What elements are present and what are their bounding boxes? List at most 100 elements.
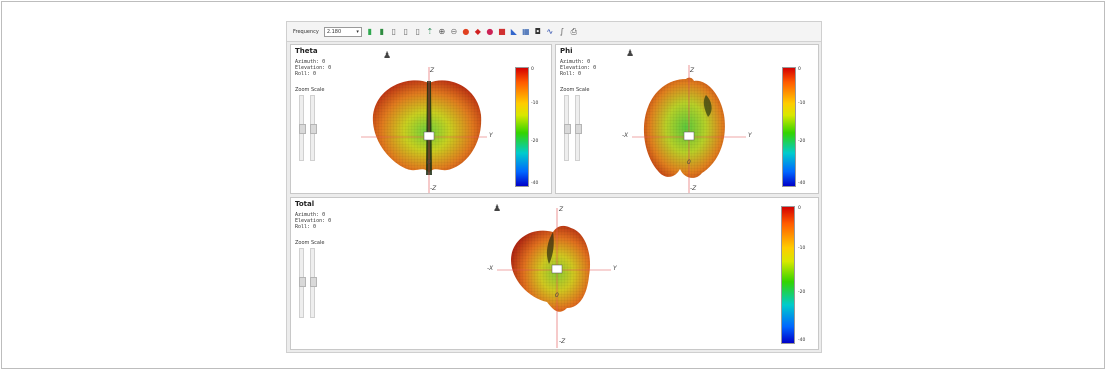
slider-knob[interactable] <box>299 124 306 134</box>
green-battery-alt-icon[interactable]: ▮ <box>379 26 385 36</box>
red-cone-icon[interactable]: ● <box>462 26 470 36</box>
slider-knob[interactable] <box>310 277 317 287</box>
colorbar-tick: -10 <box>798 246 806 251</box>
colorbar-tick: -20 <box>798 139 806 144</box>
orientation-person-icon: ♟ <box>626 49 635 59</box>
neg-z-axis-label: -Z <box>430 185 437 192</box>
orientation-readout: Azimuth: 0 Elevation: 0 Roll: 0 <box>295 59 331 77</box>
colorbar-tick: 0 <box>531 67 534 72</box>
y-axis-label: Y <box>489 132 493 139</box>
cube-icon[interactable]: ■ <box>498 26 506 36</box>
orientation-readout: Azimuth: 0 Elevation: 0 Roll: 0 <box>560 59 596 77</box>
colorbar-tick: -20 <box>531 139 539 144</box>
zoom-sliders <box>299 95 317 161</box>
z-axis-label: Z <box>690 67 695 74</box>
slider-knob[interactable] <box>575 124 582 134</box>
orientation-person-icon: ♟ <box>383 51 392 61</box>
wave-icon[interactable]: ∿ <box>546 26 554 36</box>
antenna-pattern-window: Frequency 2.180 ▾ ▮ ▮ ▯ ▯ ▯ ⇡ ⊕ ⊖ ● ◆ ● ■ ◣ ▦ ◘ ∿ ∫ ⎙ The… <box>286 21 822 353</box>
page-copy-icon[interactable]: ▯ <box>403 26 409 36</box>
origin-marker <box>551 264 563 274</box>
theta-3d-pattern[interactable] <box>291 45 552 194</box>
zoom-out-icon[interactable]: ⊖ <box>450 26 458 36</box>
panel-title: Theta <box>295 47 318 55</box>
frequency-label: Frequency <box>293 28 319 35</box>
elevation-readout: Elevation: 0 <box>295 218 332 224</box>
roll-readout: Roll: 0 <box>295 224 317 230</box>
pattern-surface <box>511 225 591 312</box>
toolbar: Frequency 2.180 ▾ ▮ ▮ ▯ ▯ ▯ ⇡ ⊕ ⊖ ● ◆ ● ■ ◣ ▦ ◘ ∿ ∫ ⎙ <box>287 22 821 42</box>
origin-label: 0 <box>427 159 431 166</box>
total-colorbar <box>781 206 795 344</box>
azimuth-readout: Azimuth: 0 <box>560 59 591 65</box>
colorbar-tick: -40 <box>798 181 806 186</box>
elevation-readout: Elevation: 0 <box>295 65 332 71</box>
colorbar-tick: -40 <box>798 338 806 343</box>
sphere-icon[interactable]: ● <box>486 26 494 36</box>
orientation-readout: Azimuth: 0 Elevation: 0 Roll: 0 <box>295 212 331 230</box>
grid-icon[interactable]: ▦ <box>522 26 530 36</box>
y-axis-label: Y <box>613 265 617 272</box>
pointer-icon[interactable]: ⇡ <box>426 26 434 36</box>
y-axis-label: Y <box>748 132 752 139</box>
curve-icon[interactable]: ∫ <box>559 26 564 36</box>
theta-colorbar <box>515 67 529 187</box>
slider-knob[interactable] <box>310 124 317 134</box>
zoom-slider[interactable] <box>299 95 306 161</box>
zoom-slider[interactable] <box>299 248 306 318</box>
zoom-scale-label: Zoom Scale <box>295 240 325 246</box>
elevation-readout: Elevation: 0 <box>560 65 597 71</box>
origin-label: 0 <box>687 159 691 166</box>
slider-knob[interactable] <box>564 124 571 134</box>
page-icon[interactable]: ▯ <box>391 26 397 36</box>
theta-panel[interactable]: Theta Azimuth: 0 Elevation: 0 Roll: 0 Zo… <box>290 44 552 194</box>
total-3d-pattern[interactable] <box>291 198 819 350</box>
zoom-scale-label: Zoom Scale <box>295 87 325 93</box>
settings-icon[interactable]: ◘ <box>534 26 541 36</box>
red-shape-icon[interactable]: ◆ <box>474 26 481 36</box>
frequency-value: 2.180 <box>326 28 342 35</box>
total-panel[interactable]: Total Azimuth: 0 Elevation: 0 Roll: 0 Zo… <box>290 197 819 350</box>
zoom-in-icon[interactable]: ⊕ <box>438 26 446 36</box>
roll-readout: Roll: 0 <box>295 71 317 77</box>
neg-z-axis-label: -Z <box>559 338 566 345</box>
origin-label: 0 <box>555 292 559 299</box>
azimuth-readout: Azimuth: 0 <box>295 59 326 65</box>
colorbar-tick: -10 <box>798 101 806 106</box>
colorbar-tick: 0 <box>798 206 801 211</box>
roll-readout: Roll: 0 <box>560 71 582 77</box>
chevron-down-icon: ▾ <box>356 28 359 35</box>
zoom-slider[interactable] <box>564 95 571 161</box>
page-export-icon[interactable]: ▯ <box>415 26 421 36</box>
pattern-surface <box>643 77 725 178</box>
panel-title: Phi <box>560 47 573 55</box>
colorbar-tick: -10 <box>531 101 539 106</box>
neg-x-axis-label: -X <box>622 132 629 139</box>
z-axis-label: Z <box>430 67 435 74</box>
panel-title: Total <box>295 200 315 208</box>
print-icon[interactable]: ⎙ <box>570 26 578 36</box>
frequency-select[interactable]: 2.180 ▾ <box>323 26 362 37</box>
phi-3d-pattern[interactable] <box>556 45 819 194</box>
zoom-slider[interactable] <box>310 95 317 161</box>
zoom-slider[interactable] <box>310 248 317 318</box>
chart-icon[interactable]: ◣ <box>510 26 517 36</box>
neg-x-axis-label: -X <box>487 265 494 272</box>
origin-marker <box>423 131 435 141</box>
colorbar-tick: -40 <box>531 181 539 186</box>
z-axis-label: Z <box>559 206 564 213</box>
zoom-sliders <box>299 248 317 318</box>
phi-colorbar <box>782 67 796 187</box>
toolbar-buttons: ▮ ▮ ▯ ▯ ▯ ⇡ ⊕ ⊖ ● ◆ ● ■ ◣ ▦ ◘ ∿ ∫ ⎙ <box>365 26 579 38</box>
zoom-scale-label: Zoom Scale <box>560 87 590 93</box>
colorbar-tick: 0 <box>798 67 801 72</box>
neg-z-axis-label: -Z <box>690 185 697 192</box>
origin-marker <box>683 131 695 141</box>
zoom-slider[interactable] <box>575 95 582 161</box>
green-battery-icon[interactable]: ▮ <box>367 26 373 36</box>
colorbar-tick: -20 <box>798 290 806 295</box>
phi-panel[interactable]: Phi Azimuth: 0 Elevation: 0 Roll: 0 Zoom… <box>555 44 819 194</box>
orientation-person-icon: ♟ <box>493 204 502 214</box>
slider-knob[interactable] <box>299 277 306 287</box>
